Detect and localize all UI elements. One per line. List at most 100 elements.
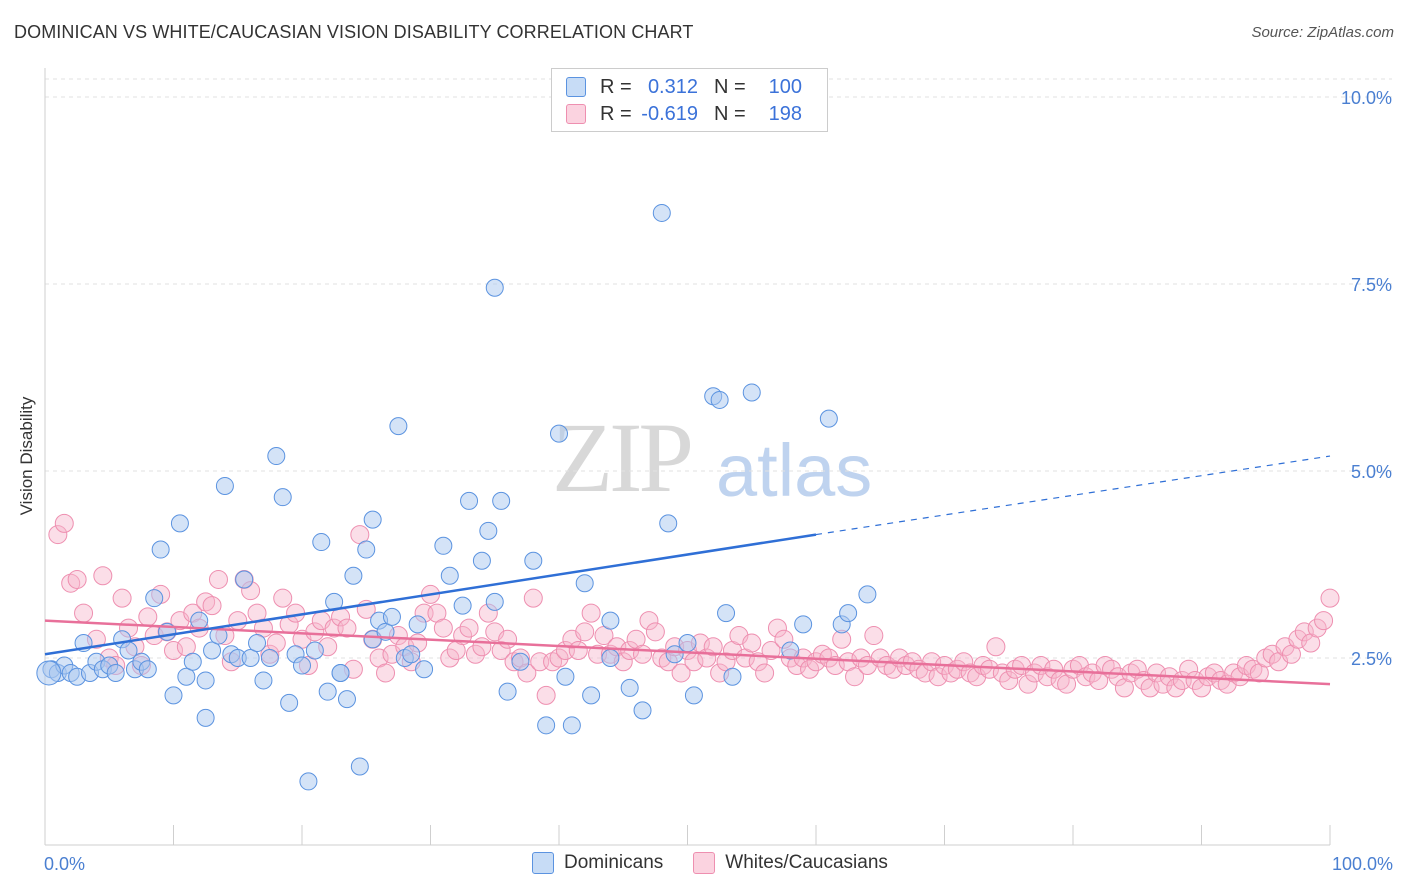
data-point-dominicans [203,641,222,660]
data-point-whites [273,588,293,608]
data-point-whites [800,659,820,679]
data-point-whites [1018,674,1038,694]
data-point-dominicans [350,757,369,776]
data-point-dominicans [183,652,202,671]
data-point-dominicans [562,716,581,735]
data-point-dominicans [408,615,427,634]
data-point-dominicans [858,585,877,604]
data-point-whites [433,618,453,638]
data-point-whites [286,603,306,623]
data-point-whites [575,622,595,642]
data-point-whites [979,659,999,679]
data-point-whites [337,618,357,638]
data-point-dominicans [485,592,504,611]
data-point-dominicans [235,570,254,589]
data-point-dominicans [145,589,164,608]
data-point-dominicans [363,510,382,529]
trend-line-whites [44,619,1331,686]
data-point-dominicans [389,417,408,436]
data-point-dominicans [151,540,170,559]
data-point-dominicans [267,447,286,466]
data-point-dominicans [659,514,678,533]
data-point-dominicans [170,514,189,533]
data-point-whites [202,596,222,616]
data-point-whites [112,588,132,608]
data-point-dominicans [382,607,401,626]
data-point-dominicans [537,716,556,735]
legend-swatch-dominicans [532,852,554,874]
correlation-legend: R = 0.312 N = 100 R = -0.619 N = 198 [551,68,828,132]
x-tick-label: 0.0% [44,854,85,874]
legend-item-dominicans[interactable]: Dominicans [532,852,663,874]
trend-lines [44,455,1331,686]
data-point-dominicans [498,682,517,701]
legend-swatch-whites [693,852,716,874]
data-point-dominicans [633,701,652,720]
data-point-dominicans [337,690,356,709]
data-point-whites [703,637,723,657]
data-point-dominicans [331,663,350,682]
data-point-whites [568,641,588,661]
data-point-dominicans [485,278,504,297]
chart-source: Source: ZipAtlas.com [1251,24,1394,41]
data-point-whites [999,670,1019,690]
data-point-dominicans [723,667,742,686]
legend-n-value: 198 [768,102,802,125]
data-point-dominicans [293,656,311,675]
data-point-whites [1243,659,1263,679]
data-point-whites [845,667,865,687]
data-point-whites [228,611,248,631]
data-point-whites [883,659,903,679]
data-point-whites [54,513,74,533]
series-legend: Dominicans Whites/Caucasians [532,852,918,874]
data-point-whites [523,588,543,608]
data-point-dominicans [582,686,601,705]
data-point-dominicans [460,491,479,510]
data-point-whites [305,622,325,642]
legend-swatch-dominicans [566,77,586,97]
data-point-whites [93,566,113,586]
data-point-whites [1256,648,1276,668]
data-point-dominicans [781,641,800,660]
data-point-whites [465,644,485,664]
data-point-dominicans [524,551,543,570]
data-point-dominicans [106,663,125,682]
data-point-whites [208,569,228,589]
data-point-whites [536,685,556,705]
data-point-whites [851,648,871,668]
data-point-whites [67,569,87,589]
data-point-whites [1037,667,1057,687]
data-point-whites [581,603,601,623]
data-point-whites [806,652,826,672]
data-point-whites [767,618,787,638]
legend-swatch-whites [566,104,586,124]
legend-item-whites[interactable]: Whites/Caucasians [693,852,888,874]
data-point-dominicans [415,660,434,679]
data-point-dominicans [434,536,453,555]
data-point-whites [376,663,396,683]
data-point-whites [1166,678,1186,698]
legend-row-dominicans: R = 0.312 N = 100 [566,75,802,99]
data-point-dominicans [344,566,363,585]
series-whites-points [48,513,1340,705]
data-point-dominicans [620,678,639,697]
data-point-dominicans [550,424,568,443]
data-point-whites [498,629,518,649]
data-point-dominicans [196,708,215,727]
data-point-dominicans [575,574,594,593]
data-point-whites [896,655,916,675]
data-point-dominicans [357,540,376,559]
y-tick-label: 10.0% [1341,88,1392,108]
legend-r-label: R = [600,75,632,98]
data-point-whites [1320,588,1340,608]
legend-row-whites: R = -0.619 N = 198 [566,102,802,126]
legend-n-value: 100 [768,75,802,98]
data-point-whites [639,611,659,631]
data-point-whites [902,652,922,672]
data-point-dominicans [318,682,337,701]
data-point-whites [48,525,68,545]
data-point-dominicans [402,645,421,664]
data-point-whites [761,641,781,661]
data-point-dominicans [36,660,62,686]
legend-n-label: N = [714,102,746,125]
